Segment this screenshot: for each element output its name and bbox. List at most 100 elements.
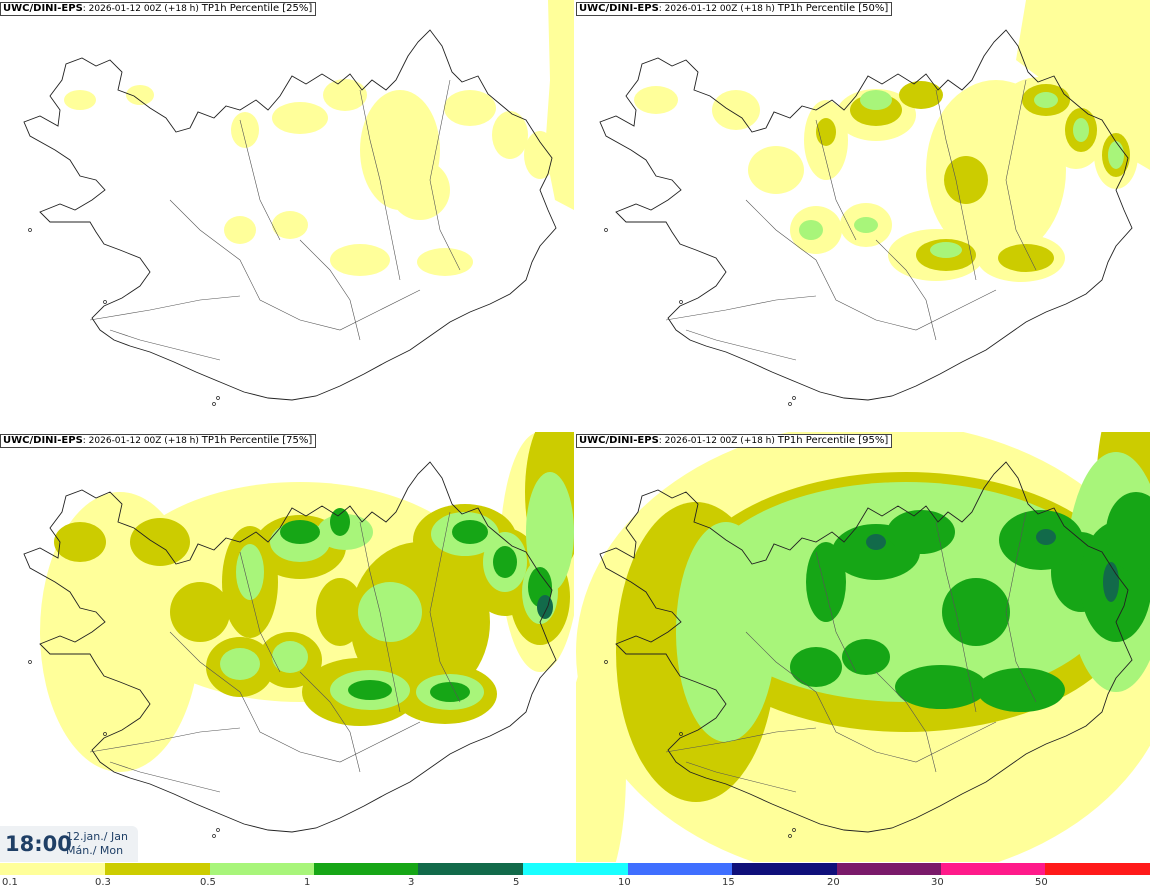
region-border bbox=[815, 551, 857, 673]
panel-field: TP1h Percentile [95%] bbox=[777, 435, 889, 446]
precip-area bbox=[930, 242, 962, 258]
precip-area bbox=[64, 90, 96, 110]
panel-run: : 2026-01-12 00Z (+18 h) bbox=[658, 436, 778, 446]
region-border bbox=[875, 671, 937, 773]
map-panel-p75: UWC/DINI-EPS: 2026-01-12 00Z (+18 h) TP1… bbox=[0, 432, 574, 862]
islet bbox=[212, 402, 216, 406]
precip-area bbox=[1108, 141, 1124, 169]
islet bbox=[103, 732, 107, 736]
precip-area bbox=[224, 216, 256, 244]
precip-area bbox=[236, 544, 264, 600]
color-scale-legend: 0.1 0.3 0.5 1 3 5 10 15 20 30 50 bbox=[0, 863, 1150, 891]
panel-field: TP1h Percentile [50%] bbox=[777, 3, 889, 14]
precip-area bbox=[348, 680, 392, 700]
precip-area bbox=[799, 220, 823, 240]
color-scale-label: 30 bbox=[931, 877, 944, 888]
panel-model: UWC/DINI-EPS bbox=[3, 435, 83, 446]
region-border bbox=[169, 199, 421, 331]
region-border bbox=[745, 199, 997, 331]
region-border bbox=[875, 239, 937, 341]
color-scale-swatch bbox=[1045, 863, 1150, 875]
precip-area bbox=[887, 510, 955, 554]
precip-area bbox=[1106, 492, 1150, 572]
color-scale-swatch bbox=[837, 863, 941, 875]
valid-time-box: 18:00 12.jan./ Jan Mán./ Mon bbox=[0, 826, 138, 862]
precip-area bbox=[842, 639, 890, 675]
panel-run: : 2026-01-12 00Z (+18 h) bbox=[82, 4, 202, 14]
precip-area bbox=[634, 86, 678, 114]
panel-field: TP1h Percentile [25%] bbox=[201, 3, 313, 14]
precip-area bbox=[272, 102, 328, 134]
region-border bbox=[299, 671, 361, 773]
region-border bbox=[359, 521, 401, 713]
region-border bbox=[299, 239, 361, 341]
color-scale-swatch bbox=[418, 863, 523, 875]
islet bbox=[216, 396, 220, 400]
region-border bbox=[239, 551, 281, 673]
islet bbox=[604, 228, 608, 232]
precip-area bbox=[537, 595, 553, 619]
region-border bbox=[935, 89, 977, 281]
precip-area bbox=[895, 665, 987, 709]
precip-area bbox=[944, 156, 988, 204]
panel-run: : 2026-01-12 00Z (+18 h) bbox=[658, 4, 778, 14]
color-scale-label: 15 bbox=[722, 877, 735, 888]
precip-area bbox=[790, 647, 842, 687]
precip-area bbox=[272, 641, 308, 673]
islet bbox=[788, 402, 792, 406]
precip-area bbox=[417, 248, 473, 276]
islet bbox=[28, 660, 32, 664]
coastline bbox=[599, 29, 1133, 401]
color-scale-label: 0.1 bbox=[2, 877, 18, 888]
region-border bbox=[359, 89, 401, 281]
precip-area bbox=[676, 522, 776, 742]
color-scale-label: 0.3 bbox=[95, 877, 111, 888]
precip-area bbox=[493, 546, 517, 578]
map-panel-p25: UWC/DINI-EPS: 2026-01-12 00Z (+18 h) TP1… bbox=[0, 0, 574, 430]
precip-area bbox=[316, 578, 364, 646]
precip-area bbox=[977, 668, 1065, 712]
precip-area bbox=[54, 522, 106, 562]
color-scale-label: 10 bbox=[618, 877, 631, 888]
region-border bbox=[935, 521, 977, 713]
precip-area bbox=[330, 244, 390, 276]
precip-area bbox=[545, 0, 574, 210]
islet bbox=[604, 660, 608, 664]
precip-area bbox=[323, 79, 367, 111]
precip-area bbox=[942, 578, 1010, 646]
precip-area bbox=[126, 85, 154, 105]
islet bbox=[28, 228, 32, 232]
valid-time: 18:00 bbox=[5, 832, 72, 856]
valid-date-line2: Mán./ Mon bbox=[66, 844, 124, 857]
map-panel-p95: UWC/DINI-EPS: 2026-01-12 00Z (+18 h) TP1… bbox=[576, 432, 1150, 862]
region-border bbox=[685, 329, 797, 361]
precip-area bbox=[860, 90, 892, 110]
precip-area bbox=[926, 80, 1066, 260]
precip-area bbox=[170, 582, 230, 642]
islet bbox=[216, 828, 220, 832]
region-border bbox=[109, 329, 221, 361]
islet bbox=[788, 834, 792, 838]
color-scale-swatch bbox=[210, 863, 314, 875]
map-panel-p50: UWC/DINI-EPS: 2026-01-12 00Z (+18 h) TP1… bbox=[576, 0, 1150, 430]
precip-area bbox=[330, 508, 350, 536]
valid-date: 12.jan./ Jan Mán./ Mon bbox=[66, 830, 128, 858]
precip-area bbox=[1034, 92, 1058, 108]
precip-area bbox=[576, 652, 626, 862]
region-border bbox=[745, 631, 997, 763]
precip-area bbox=[430, 682, 470, 702]
panel-title: UWC/DINI-EPS: 2026-01-12 00Z (+18 h) TP1… bbox=[576, 2, 893, 16]
precip-area bbox=[524, 131, 556, 179]
precip-area bbox=[280, 520, 320, 544]
region-border bbox=[109, 761, 221, 793]
precip-area bbox=[712, 90, 760, 130]
coastline bbox=[23, 29, 557, 401]
color-scale-label: 50 bbox=[1035, 877, 1048, 888]
region-border bbox=[665, 727, 817, 753]
color-scale-swatch bbox=[628, 863, 732, 875]
color-scale-swatch bbox=[732, 863, 837, 875]
region-border bbox=[685, 761, 797, 793]
region-border bbox=[815, 119, 857, 241]
region-border bbox=[169, 631, 421, 763]
precip-area bbox=[854, 217, 878, 233]
